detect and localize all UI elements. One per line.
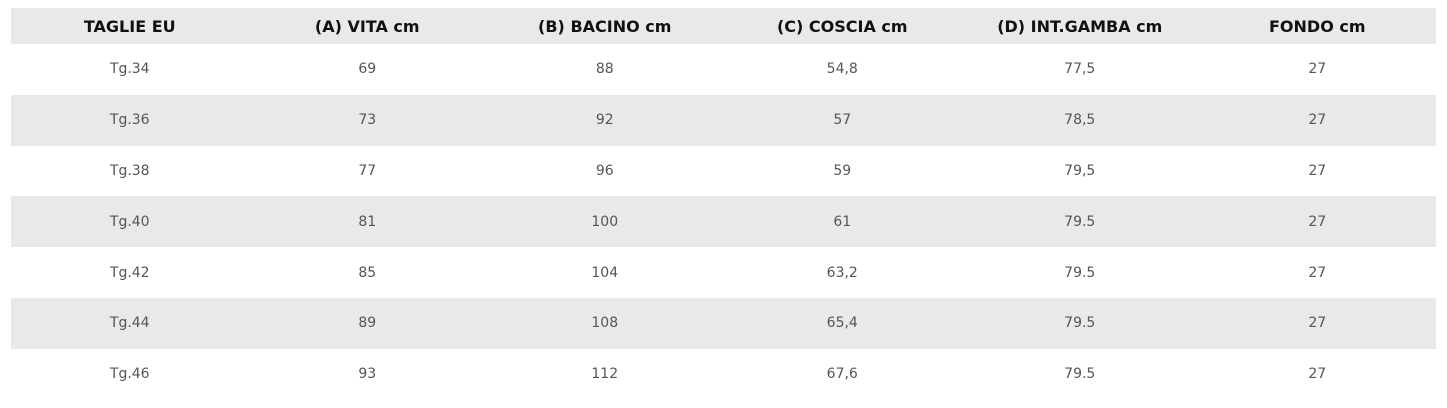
table-row: Tg.42 85 104 63,2 79.5 27 bbox=[11, 247, 1436, 298]
table-row: Tg.44 89 108 65,4 79.5 27 bbox=[11, 297, 1436, 349]
header-cell: (C) COSCIA cm bbox=[723, 8, 961, 44]
table-cell: 100 bbox=[486, 196, 724, 248]
table-row: Tg.40 81 100 61 79.5 27 bbox=[11, 196, 1436, 248]
table-cell: 73 bbox=[248, 94, 486, 146]
table-cell: Tg.34 bbox=[11, 44, 249, 95]
table-row: Tg.38 77 96 59 79,5 27 bbox=[11, 145, 1436, 197]
table-cell: 92 bbox=[486, 94, 724, 146]
table-cell: 27 bbox=[1198, 297, 1436, 349]
size-table: TAGLIE EU (A) VITA cm (B) BACINO cm (C) COS… bbox=[11, 8, 1436, 400]
header-cell: TAGLIE EU bbox=[11, 8, 249, 44]
table-cell: 67,6 bbox=[723, 348, 961, 400]
table-cell: 65,4 bbox=[723, 297, 961, 349]
table-cell: 79.5 bbox=[961, 196, 1199, 248]
table-cell: Tg.40 bbox=[11, 196, 249, 248]
table-cell: 81 bbox=[248, 196, 486, 248]
table-cell: 27 bbox=[1198, 348, 1436, 400]
table-cell: 78,5 bbox=[961, 94, 1199, 146]
table-cell: 112 bbox=[486, 348, 724, 400]
table-cell: 108 bbox=[486, 297, 724, 349]
table-cell: 93 bbox=[248, 348, 486, 400]
table-row: Tg.34 69 88 54,8 77,5 27 bbox=[11, 44, 1436, 95]
table-row: Tg.46 93 112 67,6 79.5 27 bbox=[11, 348, 1436, 400]
size-table-container: TAGLIE EU (A) VITA cm (B) BACINO cm (C) COS… bbox=[11, 8, 1436, 400]
table-cell: 79.5 bbox=[961, 297, 1199, 349]
table-cell: 27 bbox=[1198, 94, 1436, 146]
table-cell: 69 bbox=[248, 44, 486, 95]
table-cell: 85 bbox=[248, 247, 486, 298]
table-cell: Tg.46 bbox=[11, 348, 249, 400]
table-cell: 57 bbox=[723, 94, 961, 146]
table-cell: Tg.38 bbox=[11, 145, 249, 197]
table-cell: 88 bbox=[486, 44, 724, 95]
table-cell: 77 bbox=[248, 145, 486, 197]
header-cell: (A) VITA cm bbox=[248, 8, 486, 44]
table-cell: Tg.42 bbox=[11, 247, 249, 298]
table-row: Tg.36 73 92 57 78,5 27 bbox=[11, 94, 1436, 146]
header-cell: (D) INT.GAMBA cm bbox=[961, 8, 1199, 44]
table-cell: 79.5 bbox=[961, 247, 1199, 298]
table-cell: 79.5 bbox=[961, 348, 1199, 400]
table-cell: 54,8 bbox=[723, 44, 961, 95]
table-head: TAGLIE EU (A) VITA cm (B) BACINO cm (C) COS… bbox=[11, 8, 1436, 44]
table-cell: 61 bbox=[723, 196, 961, 248]
header-cell: (B) BACINO cm bbox=[486, 8, 724, 44]
table-cell: 77,5 bbox=[961, 44, 1199, 95]
table-cell: 89 bbox=[248, 297, 486, 349]
table-cell: 27 bbox=[1198, 247, 1436, 298]
table-cell: 27 bbox=[1198, 145, 1436, 197]
table-cell: 27 bbox=[1198, 44, 1436, 95]
table-cell: 79,5 bbox=[961, 145, 1199, 197]
header-cell: FONDO cm bbox=[1198, 8, 1436, 44]
table-cell: 63,2 bbox=[723, 247, 961, 298]
table-cell: Tg.36 bbox=[11, 94, 249, 146]
table-cell: Tg.44 bbox=[11, 297, 249, 349]
table-cell: 27 bbox=[1198, 196, 1436, 248]
header-row: TAGLIE EU (A) VITA cm (B) BACINO cm (C) COS… bbox=[11, 8, 1436, 44]
table-cell: 59 bbox=[723, 145, 961, 197]
table-cell: 96 bbox=[486, 145, 724, 197]
table-body: Tg.34 69 88 54,8 77,5 27 Tg.36 73 92 57 78,5 27 Tg.3… bbox=[11, 44, 1436, 400]
table-cell: 104 bbox=[486, 247, 724, 298]
